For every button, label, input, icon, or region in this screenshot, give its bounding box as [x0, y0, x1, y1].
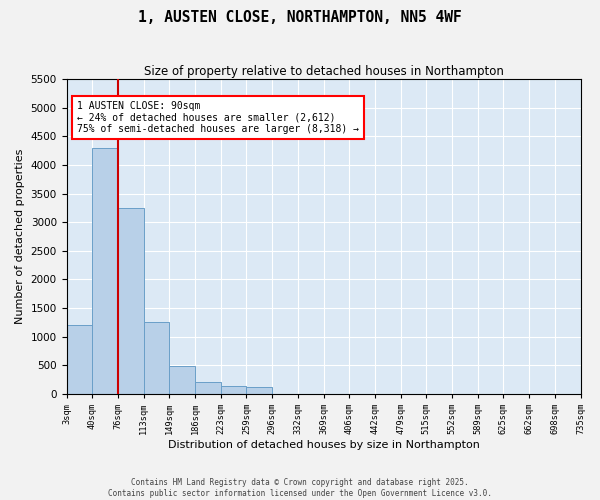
Bar [67, 325, 92, 394]
Title: Size of property relative to detached houses in Northampton: Size of property relative to detached ho… [143, 65, 503, 78]
Text: 1 AUSTEN CLOSE: 90sqm
← 24% of detached houses are smaller (2,612)
75% of semi-d: 1 AUSTEN CLOSE: 90sqm ← 24% of detached … [77, 101, 359, 134]
Text: Contains HM Land Registry data © Crown copyright and database right 2025.
Contai: Contains HM Land Registry data © Crown c… [108, 478, 492, 498]
X-axis label: Distribution of detached houses by size in Northampton: Distribution of detached houses by size … [167, 440, 479, 450]
Bar [247, 387, 272, 394]
Bar [118, 208, 143, 394]
Bar [143, 322, 169, 394]
Text: 1, AUSTEN CLOSE, NORTHAMPTON, NN5 4WF: 1, AUSTEN CLOSE, NORTHAMPTON, NN5 4WF [138, 10, 462, 25]
Y-axis label: Number of detached properties: Number of detached properties [15, 149, 25, 324]
Bar [195, 382, 221, 394]
Bar [169, 366, 195, 394]
Bar [221, 386, 247, 394]
Bar [92, 148, 118, 394]
